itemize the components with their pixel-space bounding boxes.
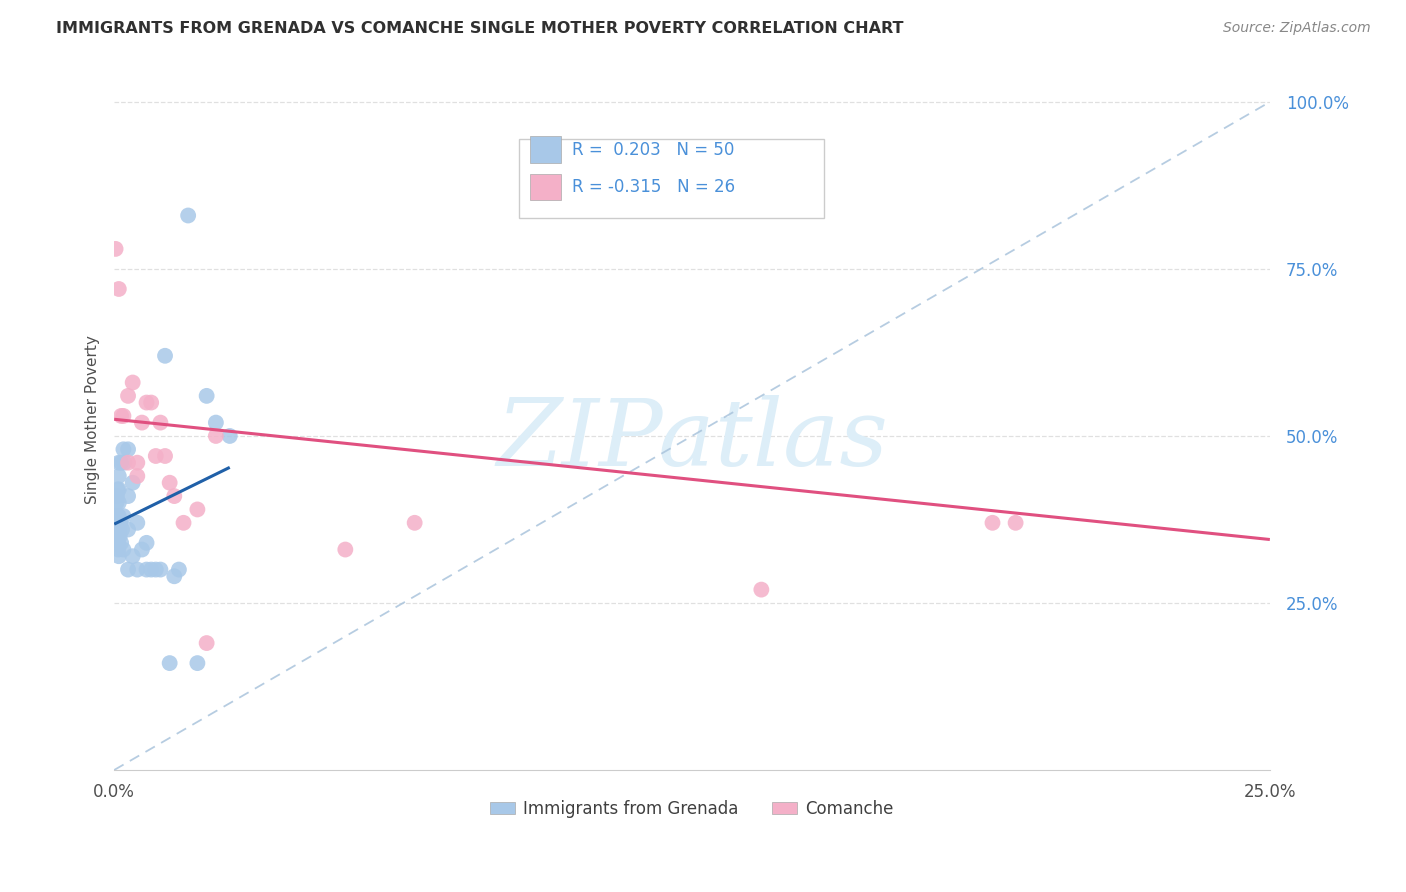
Text: IMMIGRANTS FROM GRENADA VS COMANCHE SINGLE MOTHER POVERTY CORRELATION CHART: IMMIGRANTS FROM GRENADA VS COMANCHE SING…	[56, 21, 904, 36]
Point	[108, 516, 131, 530]
Point	[121, 376, 143, 390]
Point	[117, 563, 139, 577]
Point	[108, 456, 131, 470]
Point	[117, 456, 139, 470]
Point	[127, 469, 149, 483]
Point	[108, 483, 131, 497]
Point	[205, 429, 228, 443]
Point	[110, 536, 132, 550]
Point	[167, 563, 190, 577]
Legend: Immigrants from Grenada, Comanche: Immigrants from Grenada, Comanche	[484, 794, 901, 825]
Text: R = -0.315   N = 26: R = -0.315 N = 26	[572, 178, 735, 196]
Point	[173, 516, 195, 530]
Text: Source: ZipAtlas.com: Source: ZipAtlas.com	[1223, 21, 1371, 35]
Y-axis label: Single Mother Poverty: Single Mother Poverty	[86, 334, 100, 504]
Point	[205, 416, 228, 430]
Point	[108, 496, 131, 510]
Point	[105, 489, 128, 503]
Point	[186, 502, 208, 516]
Point	[107, 542, 129, 557]
Point	[121, 549, 143, 564]
Point	[110, 409, 132, 423]
Point	[141, 563, 163, 577]
Point	[141, 395, 163, 409]
Point	[153, 349, 176, 363]
Point	[117, 489, 139, 503]
Point	[112, 542, 135, 557]
Point	[107, 523, 129, 537]
Point	[751, 582, 773, 597]
Point	[105, 516, 128, 530]
Point	[108, 549, 131, 564]
Point	[127, 516, 149, 530]
Point	[981, 516, 1004, 530]
Point	[159, 475, 181, 490]
Point	[335, 542, 357, 557]
Point	[135, 563, 157, 577]
Point	[108, 469, 131, 483]
Point	[105, 529, 128, 543]
Point	[153, 449, 176, 463]
Point	[177, 209, 200, 223]
Point	[149, 416, 172, 430]
Point	[112, 509, 135, 524]
Point	[117, 442, 139, 457]
Point	[131, 542, 153, 557]
Point	[112, 456, 135, 470]
Point	[110, 456, 132, 470]
Point	[112, 409, 135, 423]
Point	[149, 563, 172, 577]
Point	[159, 656, 181, 670]
Point	[127, 456, 149, 470]
Text: R =  0.203   N = 50: R = 0.203 N = 50	[572, 141, 735, 159]
Point	[1004, 516, 1026, 530]
Point	[163, 489, 186, 503]
Point	[404, 516, 426, 530]
Point	[107, 483, 129, 497]
Point	[104, 242, 127, 256]
Point	[117, 523, 139, 537]
Point	[195, 389, 218, 403]
Point	[131, 416, 153, 430]
Point	[108, 282, 131, 296]
Point	[145, 563, 167, 577]
Point	[105, 496, 128, 510]
Point	[135, 395, 157, 409]
Point	[145, 449, 167, 463]
Point	[121, 475, 143, 490]
Point	[108, 529, 131, 543]
Point	[107, 509, 129, 524]
Point	[111, 523, 134, 537]
Point	[108, 523, 131, 537]
Point	[195, 636, 218, 650]
Point	[135, 536, 157, 550]
Point	[107, 536, 129, 550]
Point	[127, 563, 149, 577]
Point	[112, 442, 135, 457]
Point	[108, 509, 131, 524]
Point	[218, 429, 240, 443]
Point	[105, 523, 128, 537]
Point	[186, 656, 208, 670]
Point	[104, 509, 127, 524]
Point	[117, 389, 139, 403]
Text: ZIPatlas: ZIPatlas	[496, 395, 889, 485]
Point	[163, 569, 186, 583]
